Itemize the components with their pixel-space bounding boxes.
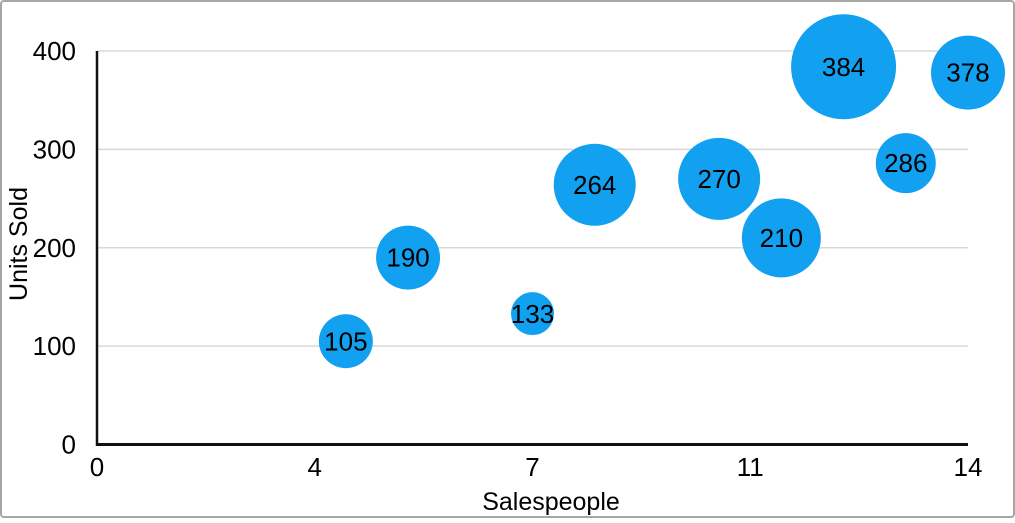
- bubble-value-label: 378: [946, 58, 989, 88]
- bubble-value-label: 105: [324, 326, 367, 356]
- bubble-circle[interactable]: [741, 198, 821, 278]
- bubble-value-label: 264: [573, 170, 616, 200]
- y-axis-title: Units Sold: [5, 187, 33, 301]
- y-tick-label-400: 400: [33, 36, 76, 66]
- bubble-circle[interactable]: [376, 225, 441, 290]
- bubble-series-point[interactable]: 210: [741, 198, 821, 278]
- bubble-circle[interactable]: [931, 35, 1005, 110]
- bubble-circle[interactable]: [875, 133, 936, 194]
- bubble-series-point[interactable]: 105: [318, 314, 373, 369]
- bubble-circle[interactable]: [678, 137, 761, 220]
- bubble-series-point[interactable]: 264: [553, 143, 636, 226]
- x-axis-title: Salespeople: [482, 488, 620, 516]
- x-tick-label-4: 4: [308, 452, 322, 482]
- bubble-series-point[interactable]: 384: [791, 14, 897, 120]
- bubble-series-point[interactable]: 190: [376, 225, 441, 290]
- bubble-value-label: 133: [511, 299, 554, 329]
- bubble-circle[interactable]: [553, 143, 636, 226]
- bubble-value-label: 210: [760, 223, 803, 253]
- y-tick-label-0: 0: [62, 430, 76, 460]
- x-tick-label-7: 7: [525, 452, 539, 482]
- bubble-value-label: 190: [386, 243, 429, 273]
- bubble-circle[interactable]: [791, 14, 897, 120]
- y-tick-label-200: 200: [33, 233, 76, 263]
- bubble-series-point[interactable]: 286: [875, 133, 936, 194]
- bubble-series-point[interactable]: 270: [678, 137, 761, 220]
- bubble-series-point[interactable]: 133: [511, 292, 554, 336]
- bubble-series-point[interactable]: 378: [931, 35, 1005, 110]
- bubble-value-label: 270: [697, 164, 740, 194]
- bubble-value-label: 286: [884, 148, 927, 178]
- x-tick-label-11: 11: [737, 452, 764, 482]
- y-tick-label-100: 100: [33, 331, 76, 361]
- bubble-circle[interactable]: [318, 314, 373, 369]
- y-tick-label-300: 300: [33, 134, 76, 164]
- x-tick-label-0: 0: [90, 452, 104, 482]
- x-tick-label-14: 14: [954, 452, 983, 482]
- bubble-circle[interactable]: [511, 292, 554, 336]
- bubble-value-label: 384: [822, 52, 865, 82]
